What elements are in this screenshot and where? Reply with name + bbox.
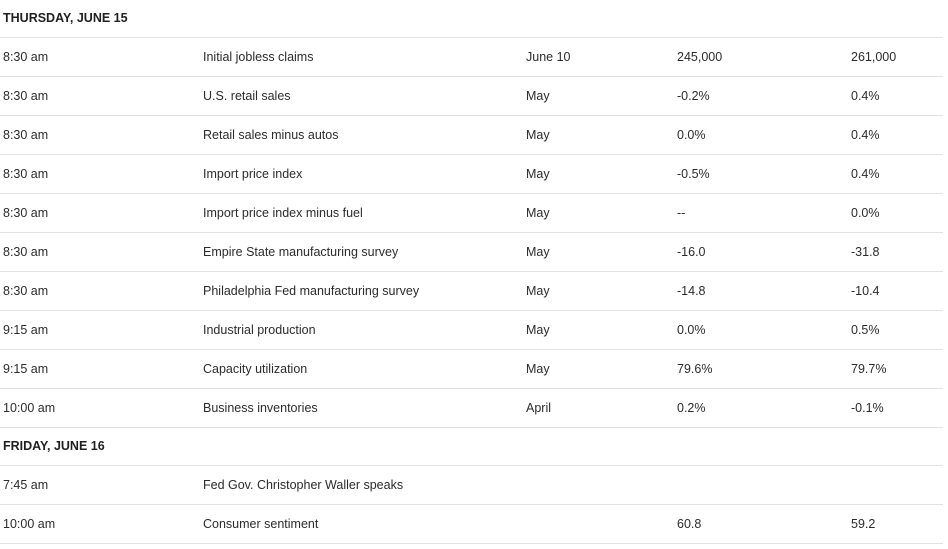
time-cell: 8:30 am — [3, 245, 49, 259]
previous-cell: 261,000 — [851, 50, 897, 64]
forecast-cell: -16.0 — [677, 245, 706, 259]
table-row: 8:30 am Import price index May -0.5% 0.4… — [0, 155, 943, 194]
event-cell: Philadelphia Fed manufacturing survey — [203, 284, 420, 298]
forecast-cell: -- — [677, 206, 686, 220]
table-row: 10:00 am Business inventories April 0.2%… — [0, 389, 943, 428]
previous-cell: 0.4% — [851, 89, 880, 103]
table-row: 8:30 am Initial jobless claims June 10 2… — [0, 38, 943, 77]
time-cell: 10:00 am — [3, 401, 56, 415]
table-row: 8:30 am Empire State manufacturing surve… — [0, 233, 943, 272]
time-cell: 10:00 am — [3, 517, 56, 531]
day-header: THURSDAY, JUNE 15 — [0, 0, 943, 38]
table-row: 8:30 am U.S. retail sales May -0.2% 0.4% — [0, 77, 943, 116]
previous-cell: 0.0% — [851, 206, 880, 220]
time-cell: 8:30 am — [3, 89, 49, 103]
period-cell: May — [526, 89, 550, 103]
table-row: 9:15 am Industrial production May 0.0% 0… — [0, 311, 943, 350]
time-cell: 8:30 am — [3, 284, 49, 298]
event-cell: Fed Gov. Christopher Waller speaks — [203, 478, 404, 492]
forecast-cell: -0.2% — [677, 89, 710, 103]
table-row: 7:45 am Fed Gov. Christopher Waller spea… — [0, 466, 943, 505]
event-cell: Business inventories — [203, 401, 318, 415]
event-cell: Industrial production — [203, 323, 316, 337]
previous-cell: -10.4 — [851, 284, 880, 298]
time-cell: 9:15 am — [3, 323, 49, 337]
table-row: 9:15 am Capacity utilization May 79.6% 7… — [0, 350, 943, 389]
forecast-cell: 0.0% — [677, 323, 706, 337]
table-row: 8:30 am Philadelphia Fed manufacturing s… — [0, 272, 943, 311]
time-cell: 8:30 am — [3, 206, 49, 220]
forecast-cell: 245,000 — [677, 50, 723, 64]
event-cell: Empire State manufacturing survey — [203, 245, 399, 259]
time-cell: 8:30 am — [3, 128, 49, 142]
period-cell: May — [526, 362, 550, 376]
previous-cell: -31.8 — [851, 245, 880, 259]
previous-cell: 0.4% — [851, 128, 880, 142]
forecast-cell: 79.6% — [677, 362, 713, 376]
event-cell: Import price index minus fuel — [203, 206, 363, 220]
event-cell: Import price index — [203, 167, 303, 181]
previous-cell: 0.5% — [851, 323, 880, 337]
forecast-cell: -0.5% — [677, 167, 710, 181]
forecast-cell: 60.8 — [677, 517, 702, 531]
event-cell: Initial jobless claims — [203, 50, 314, 64]
period-cell: June 10 — [526, 50, 571, 64]
table-row: 10:00 am Consumer sentiment 60.8 59.2 — [0, 505, 943, 544]
event-cell: Capacity utilization — [203, 362, 308, 376]
previous-cell: -0.1% — [851, 401, 884, 415]
period-cell: April — [526, 401, 552, 415]
day-header: FRIDAY, JUNE 16 — [0, 428, 943, 466]
period-cell: May — [526, 245, 550, 259]
time-cell: 8:30 am — [3, 50, 49, 64]
period-cell: May — [526, 284, 550, 298]
previous-cell: 79.7% — [851, 362, 887, 376]
table-row: 8:30 am Import price index minus fuel Ma… — [0, 194, 943, 233]
period-cell: May — [526, 323, 550, 337]
time-cell: 8:30 am — [3, 167, 49, 181]
event-cell: Consumer sentiment — [203, 517, 319, 531]
event-cell: Retail sales minus autos — [203, 128, 339, 142]
table-row: 8:30 am Retail sales minus autos May 0.0… — [0, 116, 943, 155]
forecast-cell: 0.2% — [677, 401, 706, 415]
previous-cell: 59.2 — [851, 517, 876, 531]
time-cell: 9:15 am — [3, 362, 49, 376]
period-cell: May — [526, 167, 550, 181]
previous-cell: 0.4% — [851, 167, 880, 181]
period-cell: May — [526, 206, 550, 220]
forecast-cell: -14.8 — [677, 284, 706, 298]
period-cell: May — [526, 128, 550, 142]
time-cell: 7:45 am — [3, 478, 49, 492]
event-cell: U.S. retail sales — [203, 89, 291, 103]
forecast-cell: 0.0% — [677, 128, 706, 142]
